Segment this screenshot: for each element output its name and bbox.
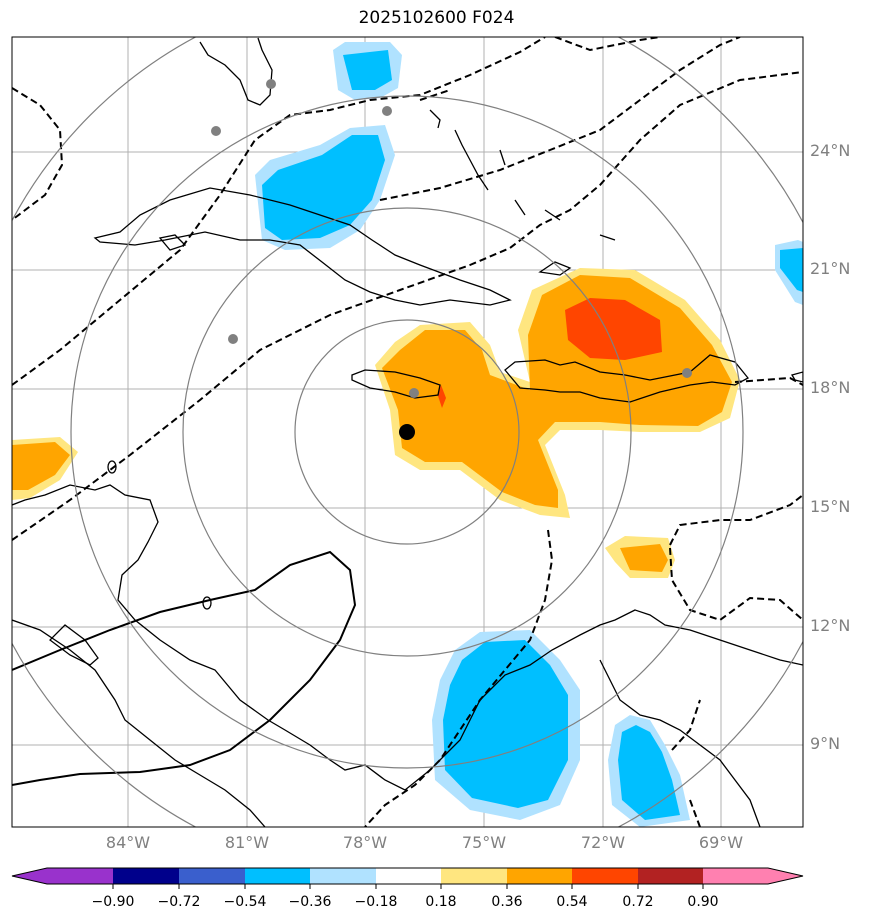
lat-tick-label: 24°N — [810, 141, 851, 160]
colorbar-label: −0.36 — [288, 894, 332, 910]
lat-tick-label: 12°N — [810, 616, 851, 635]
lon-tick-label: 84°W — [105, 833, 151, 852]
station-marker — [382, 106, 392, 116]
station-markers — [211, 79, 692, 398]
range-rings — [12, 37, 803, 827]
plot-frame — [11, 36, 804, 828]
storm-center-marker — [399, 424, 415, 440]
colorbar-label: −0.18 — [354, 894, 398, 910]
lat-tick-label: 9°N — [810, 734, 841, 753]
station-marker — [228, 334, 238, 344]
colorbar — [11, 867, 804, 889]
station-marker — [409, 388, 419, 398]
coastlines — [12, 37, 803, 827]
colorbar-label: 0.90 — [687, 894, 719, 910]
lon-tick-label: 69°W — [698, 833, 744, 852]
dashed-contours — [12, 37, 803, 827]
positive-anomaly-shading — [12, 268, 740, 578]
station-marker — [266, 79, 276, 89]
lon-tick-label: 72°W — [580, 833, 626, 852]
lat-tick-label: 15°N — [810, 497, 851, 516]
negative-anomaly-shading — [255, 42, 803, 827]
colorbar-label: −0.90 — [91, 894, 135, 910]
station-marker — [211, 126, 221, 136]
plot-area — [12, 37, 803, 827]
colorbar-label: 0.54 — [556, 894, 588, 910]
lat-tick-label: 18°N — [810, 378, 851, 397]
colorbar-label: −0.72 — [157, 894, 201, 910]
solid-contour — [12, 550, 357, 786]
lon-tick-label: 81°W — [224, 833, 270, 852]
map-title: 2025102600 F024 — [358, 8, 515, 28]
colorbar-label: 0.72 — [622, 894, 654, 910]
colorbar-label: 0.18 — [425, 894, 457, 910]
colorbar-label: 0.36 — [491, 894, 523, 910]
lon-tick-label: 78°W — [342, 833, 388, 852]
lat-tick-label: 21°N — [810, 259, 851, 278]
colorbar-label: −0.54 — [223, 894, 267, 910]
lon-tick-label: 75°W — [461, 833, 507, 852]
station-marker — [682, 368, 692, 378]
